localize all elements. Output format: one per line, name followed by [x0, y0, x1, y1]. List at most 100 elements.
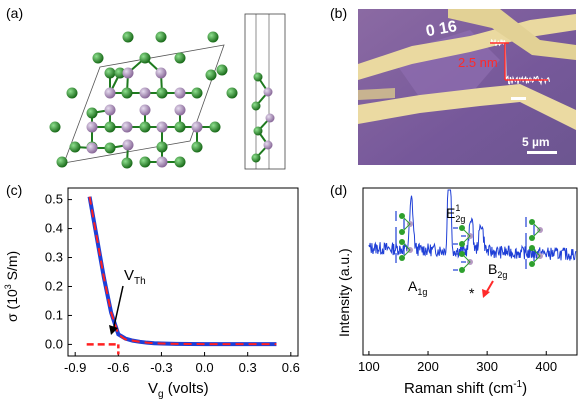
vibration-mode-diagrams	[395, 211, 543, 273]
mode-bond	[401, 215, 411, 233]
chart-d-xtick-label: 300	[476, 359, 498, 374]
atom-purple	[121, 121, 133, 133]
side-atom-green	[251, 101, 261, 111]
side-view-cell	[244, 13, 286, 170]
peak-label-e2g: E1 2g	[446, 203, 465, 224]
vth-label: VTh	[124, 267, 146, 287]
chart-c-ytick-label: 0.0	[45, 336, 63, 351]
atom-purple	[174, 104, 186, 116]
scalebar	[527, 151, 557, 154]
panel-label-a: (a)	[6, 5, 24, 21]
electrode-top-2	[448, 9, 576, 60]
chart-c-ylabel: σ (103 S/m)	[3, 251, 20, 322]
atom-purple	[104, 87, 116, 99]
chart-d-xlabel: Raman shift (cm-1)	[404, 379, 527, 397]
side-atom-green	[253, 126, 263, 136]
chart-c-ytick-label: 0.2	[45, 278, 63, 293]
chart-d-xtick-label: 400	[535, 359, 557, 374]
atom-green	[205, 69, 217, 81]
b2g-arrowhead	[482, 289, 490, 298]
atom-green	[104, 121, 116, 133]
atom-green	[49, 121, 61, 133]
atom-green	[191, 87, 203, 99]
peak-label-a1g: A1g	[408, 278, 427, 297]
mode-bond	[401, 241, 411, 259]
electrode-bottom	[358, 84, 576, 130]
chart-c-xtick-label: 0.3	[239, 360, 257, 375]
scalebar-label: 5 µm	[522, 135, 550, 149]
atom-green	[86, 107, 98, 119]
chart-c-y-ticks: 0.0 0.1 0.2 0.3 0.4 0.5	[45, 192, 72, 351]
atom-green	[191, 141, 203, 153]
atom-purple	[139, 87, 151, 99]
chart-c-series	[86, 196, 277, 355]
atom-green	[114, 67, 126, 79]
chart-c-xtick-label: 0.0	[196, 360, 214, 375]
atom-green	[104, 67, 116, 79]
afm-height-profile	[489, 38, 550, 86]
peak-label-b2g: B2g	[488, 261, 507, 280]
panel-label-b: (b)	[330, 5, 348, 21]
mode-bond	[461, 253, 471, 271]
atom-purple	[86, 121, 98, 133]
atom-green	[121, 157, 133, 169]
atom-green	[226, 87, 238, 99]
vth-pointer	[112, 285, 124, 332]
panel-label-c: (c)	[6, 182, 23, 198]
chart-d-ylabel: Intensity (a.u.)	[336, 248, 352, 337]
atom-purple	[104, 104, 116, 116]
atom-green	[56, 156, 68, 168]
atom-purple	[86, 142, 98, 154]
chart-c-ytick-label: 0.4	[45, 221, 63, 236]
electrode-left	[358, 88, 395, 100]
side-atom-purple	[263, 87, 273, 97]
atom-purple	[122, 67, 134, 79]
side-atom-purple	[263, 140, 273, 150]
chart-d-xtick-label: 100	[358, 359, 380, 374]
chart-c-xtick-label: -0.3	[150, 360, 172, 375]
sample-label: 0 16	[425, 18, 459, 40]
atom-green	[139, 156, 151, 168]
atom-purple	[122, 139, 134, 151]
height-label: 2.5 nm	[458, 55, 498, 70]
mode-bond	[531, 221, 541, 239]
atom-green	[139, 121, 151, 133]
vth-arrowhead	[109, 325, 118, 335]
atom-green	[174, 121, 186, 133]
chart-d-x-ticks: 100 200 300 400	[358, 351, 557, 374]
atom-green	[66, 87, 78, 99]
atom-green	[139, 52, 151, 64]
unit-cell-outline	[63, 44, 225, 164]
side-atom-green	[253, 72, 263, 82]
chart-d-frame	[362, 187, 578, 356]
chart-c-xlabel: Vg (volts)	[148, 380, 209, 400]
atom-green	[122, 31, 134, 43]
side-atom-purple	[265, 113, 275, 123]
atom-purple	[156, 156, 168, 168]
atom-green	[209, 121, 221, 133]
chart-c-frame	[67, 187, 299, 357]
chart-c-xtick-label: -0.9	[64, 360, 86, 375]
atom-green	[174, 156, 186, 168]
chart-d-xtick-label: 200	[417, 359, 439, 374]
atom-purple	[156, 121, 168, 133]
chart-c-x-ticks: -0.9 -0.6 -0.3 0.0 0.3 0.6	[64, 352, 300, 375]
atom-purple	[139, 104, 151, 116]
chart-c-xtick-label: -0.6	[107, 360, 129, 375]
mode-bond	[531, 247, 541, 265]
atom-green	[92, 52, 104, 64]
side-view-atoms	[251, 72, 275, 163]
peak-label-star: *	[469, 285, 475, 301]
atom-green	[156, 141, 168, 153]
lattice-atoms	[49, 31, 238, 169]
atom-green	[155, 31, 167, 43]
mode-bond	[461, 227, 471, 245]
chart-c-xtick-label: 0.6	[282, 360, 300, 375]
side-atom-green	[251, 153, 261, 163]
atom-purple	[174, 87, 186, 99]
chart-c-ytick-label: 0.1	[45, 307, 63, 322]
atom-green	[216, 64, 228, 76]
